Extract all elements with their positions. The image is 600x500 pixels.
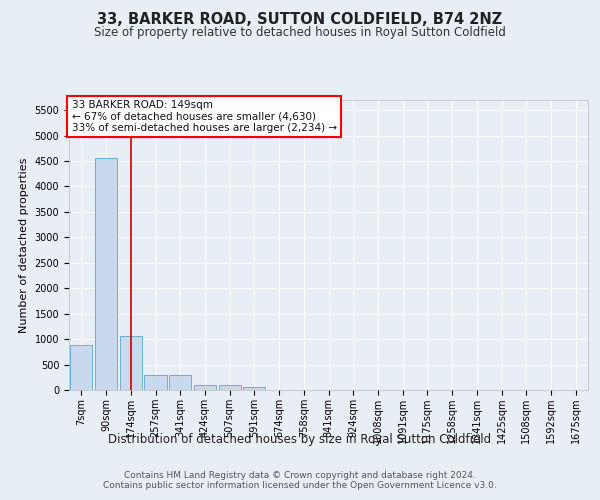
Bar [218, 385, 241, 390]
Text: Size of property relative to detached houses in Royal Sutton Coldfield: Size of property relative to detached ho… [94, 26, 506, 39]
Bar [70, 345, 92, 390]
Text: Contains HM Land Registry data © Crown copyright and database right 2024.
Contai: Contains HM Land Registry data © Crown c… [103, 470, 497, 490]
Bar [169, 375, 191, 390]
Text: 33, BARKER ROAD, SUTTON COLDFIELD, B74 2NZ: 33, BARKER ROAD, SUTTON COLDFIELD, B74 2… [97, 12, 503, 28]
Bar [145, 375, 167, 390]
Bar [194, 385, 216, 390]
Text: 33 BARKER ROAD: 149sqm
← 67% of detached houses are smaller (4,630)
33% of semi-: 33 BARKER ROAD: 149sqm ← 67% of detached… [71, 100, 337, 133]
Bar [243, 387, 265, 390]
Bar [119, 336, 142, 390]
Text: Distribution of detached houses by size in Royal Sutton Coldfield: Distribution of detached houses by size … [109, 432, 491, 446]
Bar [95, 158, 117, 390]
Y-axis label: Number of detached properties: Number of detached properties [19, 158, 29, 332]
